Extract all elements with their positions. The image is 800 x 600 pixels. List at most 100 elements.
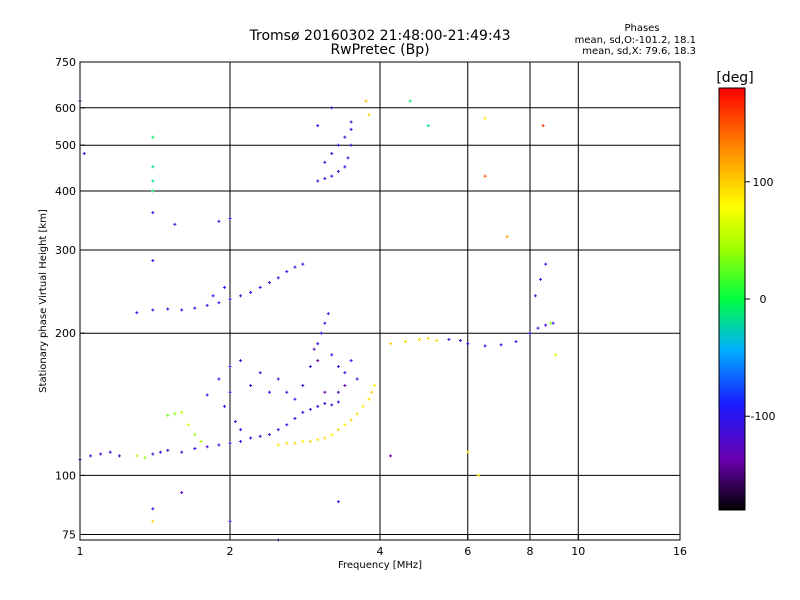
data-point [316,179,320,183]
data-point [151,507,155,511]
data-point [267,281,271,285]
data-point [293,265,297,269]
data-point [483,174,487,178]
data-point [541,124,545,128]
data-point [151,308,155,312]
data-point [323,436,327,440]
data-point [151,452,155,456]
data-point [217,219,221,223]
data-point [330,152,334,156]
x-axis-label: Frequency [MHz] [338,560,422,571]
data-point [426,124,430,128]
chart-title: Tromsø 20160302 21:48:00-21:49:43 [249,28,511,44]
data-point [285,390,289,394]
data-point [228,519,232,523]
data-point [166,448,170,452]
data-point [319,331,323,335]
data-point [151,165,155,169]
data-point [151,519,155,523]
data-point [343,135,347,139]
data-point [539,277,543,281]
stats-header: Phases [624,23,659,34]
data-point [223,285,227,289]
data-point [158,450,162,454]
data-point [135,311,139,315]
data-point [536,326,540,330]
data-point [217,301,221,305]
data-points [78,99,557,542]
data-point [370,390,374,394]
data-point [258,285,262,289]
data-point [483,116,487,120]
data-point [249,436,253,440]
data-point [166,413,170,417]
data-point [228,297,232,301]
data-point [267,433,271,437]
data-point [193,447,197,451]
y-tick-label: 75 [62,528,76,541]
y-tick-label: 300 [55,244,76,257]
data-point [466,450,470,454]
data-point [330,433,334,437]
x-tick-label: 2 [227,545,234,558]
data-point [143,456,147,460]
data-point [316,438,320,442]
y-tick-label: 500 [55,139,76,152]
data-point [276,428,280,432]
data-point [476,473,480,477]
data-point [117,454,121,458]
data-point [336,365,340,369]
data-point [349,359,353,363]
colorbar-tick-label: -100 [751,410,776,423]
y-axis-label: Stationary phase Virtual Height [km] [38,209,49,393]
data-point [343,371,347,375]
data-point [528,331,532,335]
data-point [276,276,280,280]
data-point [293,397,297,401]
data-point [349,143,353,147]
data-point [173,412,177,416]
stats-x-mode: mean, sd,X: 79.6, 18.3 [582,46,696,57]
colorbar [718,87,746,511]
data-point [239,439,243,443]
data-point [373,384,377,388]
data-point [361,404,365,408]
data-point [323,401,327,405]
data-point [151,189,155,193]
data-point [276,377,280,381]
data-point [466,342,470,346]
data-point [389,454,393,458]
data-point [349,418,353,422]
data-point [301,410,305,414]
data-point [301,262,305,266]
data-point [483,344,487,348]
data-point [330,353,334,357]
y-tick-label: 600 [55,102,76,115]
data-point [99,452,103,456]
data-point [349,120,353,124]
data-point [355,412,359,416]
data-point [308,365,312,369]
data-point [205,445,209,449]
data-point [312,347,316,351]
grid [80,62,680,540]
data-point [499,343,503,347]
data-point [258,434,262,438]
data-point [343,384,347,388]
data-point [301,384,305,388]
data-point [336,400,340,404]
x-axis: 1 2 4 6 8 10 16 [77,535,687,558]
data-point [308,439,312,443]
data-point [223,404,227,408]
data-point [108,450,112,454]
data-point [389,342,393,346]
data-point [89,454,93,458]
data-point [544,323,548,327]
x-tick-label: 6 [464,545,471,558]
data-point [228,390,232,394]
stats-o-mode: mean, sd,O:-101.2, 18.1 [575,35,696,46]
data-point [447,337,451,341]
y-axis: 75 100 200 300 400 500 600 750 [55,56,85,541]
data-point [276,443,280,447]
